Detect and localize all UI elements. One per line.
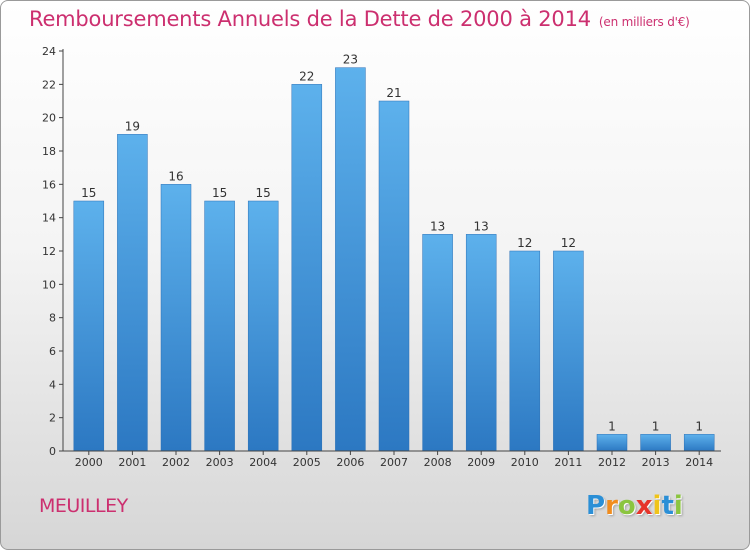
bar (465, 234, 497, 452)
x-tick-label: 2012 (598, 456, 626, 469)
y-tick-label: 8 (49, 312, 56, 325)
y-tick-label: 2 (49, 412, 56, 425)
bar-value-label: 22 (299, 69, 314, 83)
bar-value-label: 15 (212, 186, 227, 200)
logo-letter: t (661, 491, 674, 521)
y-tick-label: 16 (42, 178, 56, 191)
bar (683, 434, 715, 452)
y-tick-label: 4 (49, 378, 56, 391)
bar (291, 84, 323, 452)
x-tick-label: 2013 (642, 456, 670, 469)
y-tick-label: 10 (42, 278, 56, 291)
logo-letter: o (617, 491, 636, 521)
x-tick-label: 2009 (467, 456, 495, 469)
chart-title: Remboursements Annuels de la Dette de 20… (29, 7, 690, 31)
bar-value-label: 12 (561, 236, 576, 250)
x-tick-label: 2003 (206, 456, 234, 469)
x-tick-label: 2000 (75, 456, 103, 469)
x-tick-label: 2008 (424, 456, 452, 469)
y-tick-label: 20 (42, 112, 56, 125)
x-tick-label: 2007 (380, 456, 408, 469)
logo-letter: P (586, 491, 606, 521)
bar (160, 184, 192, 452)
x-tick-label: 2006 (336, 456, 364, 469)
logo-letter: r (605, 491, 618, 521)
bar-value-label: 12 (517, 236, 532, 250)
logo-letter: x (635, 491, 653, 521)
bar-value-label: 1 (608, 419, 616, 433)
y-tick-label: 24 (42, 45, 56, 58)
bar-value-label: 1 (695, 419, 703, 433)
bar (553, 250, 584, 452)
chart-unit: (en milliers d'€) (598, 15, 690, 29)
x-tick-label: 2005 (293, 456, 321, 469)
value-labels-group: 15 19 16 15 15 22 23 21 13 13 12 12 1 1 1 (81, 53, 703, 434)
bar (509, 250, 541, 452)
y-tick-label: 0 (49, 445, 56, 458)
bar-value-label: 21 (386, 86, 401, 100)
x-tick-label: 2001 (118, 456, 146, 469)
y-tick-label: 6 (49, 345, 56, 358)
commune-name: MEUILLEY (39, 495, 128, 517)
bar-value-label: 19 (125, 119, 140, 133)
bar-value-label: 16 (168, 169, 183, 183)
bar-value-label: 23 (343, 53, 358, 67)
y-tick-label: 12 (42, 245, 56, 258)
bar-value-label: 1 (652, 419, 660, 433)
y-tick-label: 22 (42, 78, 56, 91)
bar (247, 200, 279, 452)
bar (117, 134, 148, 452)
bar (73, 200, 105, 452)
bar-value-label: 13 (474, 219, 489, 233)
bar (335, 67, 366, 452)
bar (596, 434, 628, 452)
logo-letter: i (673, 491, 683, 521)
x-tick-label: 2011 (554, 456, 582, 469)
bar-value-label: 13 (430, 219, 445, 233)
x-tick-label: 2002 (162, 456, 190, 469)
bar-value-label: 15 (81, 186, 96, 200)
x-tick-label: 2004 (249, 456, 277, 469)
y-tick-label: 14 (42, 212, 56, 225)
chart-title-text: Remboursements Annuels de la Dette de 20… (29, 7, 591, 31)
x-tick-label: 2014 (685, 456, 713, 469)
y-tick-label: 18 (42, 145, 56, 158)
bar (204, 200, 235, 452)
proxiti-logo: Proxiti (586, 491, 683, 521)
x-tick-label: 2010 (511, 456, 539, 469)
bar-value-label: 15 (256, 186, 271, 200)
bars-group (73, 67, 715, 452)
logo-letter: i (652, 491, 662, 521)
bar (378, 100, 410, 452)
bar (640, 434, 671, 452)
bar (422, 234, 453, 452)
